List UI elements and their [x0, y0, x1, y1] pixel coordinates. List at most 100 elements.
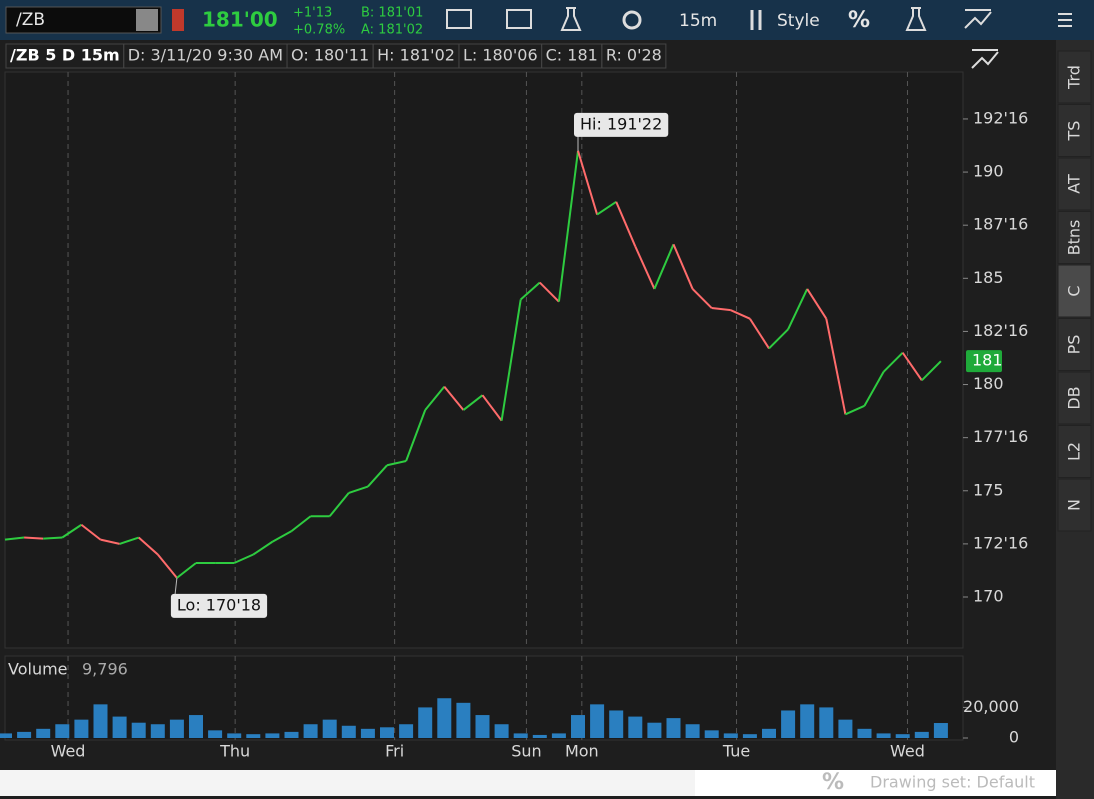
price-segment [61, 523, 82, 539]
price-segment [672, 243, 694, 290]
price-segment [882, 351, 904, 373]
volume-bar [475, 715, 490, 738]
interval[interactable]: 15m [679, 11, 717, 31]
side-tab[interactable] [1057, 425, 1092, 478]
price-segment [290, 515, 312, 532]
info-item: L: 180'06 [463, 46, 538, 65]
price-segment [825, 318, 847, 415]
volume-bar [112, 716, 127, 738]
side-tab[interactable] [1057, 478, 1092, 532]
price-segment [863, 371, 885, 407]
price-segment [348, 485, 369, 494]
symbol-box[interactable] [5, 6, 162, 34]
volume-bar [895, 734, 910, 738]
volume-bar [169, 719, 184, 738]
annotation-box [574, 112, 669, 137]
price-segment [481, 394, 503, 422]
volume-bar [227, 733, 242, 738]
volume-bar [399, 724, 414, 738]
price-segment [138, 536, 159, 556]
info-icon[interactable] [506, 9, 532, 29]
side-tab-label: N [1065, 499, 1084, 511]
style-button[interactable]: Style [777, 11, 820, 31]
price-segment [100, 538, 120, 545]
y-tick-label: 175 [973, 480, 1004, 499]
price-segment [806, 288, 828, 320]
x-tick-label: Tue [722, 742, 750, 761]
price-segment [424, 386, 446, 411]
price-segment [119, 536, 140, 545]
share-icon[interactable] [446, 9, 472, 29]
side-tab[interactable] [1057, 318, 1092, 371]
info-item: H: 181'02 [377, 46, 455, 65]
volume-bar [742, 734, 757, 738]
volume-bar [685, 724, 700, 738]
study-icon[interactable] [560, 7, 582, 31]
price-segment [443, 386, 465, 411]
style-icon [750, 10, 762, 30]
price-segment [921, 360, 942, 381]
dropdown[interactable] [136, 9, 158, 31]
info-item: /ZB 5 D 15m [10, 46, 120, 65]
drawing-toggle[interactable] [971, 49, 999, 69]
side-tab[interactable] [1057, 104, 1092, 157]
symbol: /ZB [16, 10, 45, 30]
side-tab[interactable] [1057, 157, 1092, 211]
price-segment [328, 492, 350, 517]
y-tick-label: 182'16 [973, 321, 1028, 340]
y-tick-label: 180 [973, 374, 1004, 393]
price-segment [844, 404, 865, 416]
volume-bar [360, 728, 375, 738]
drawing-set[interactable]: Drawing set: Default [870, 773, 1035, 792]
side-tab[interactable] [1057, 264, 1092, 318]
scroll-track[interactable] [0, 770, 695, 796]
price-segment [577, 150, 599, 215]
percent-tool[interactable]: % [822, 770, 844, 795]
volume-last: 9,796 [82, 660, 128, 679]
change: +1'13 [293, 6, 332, 21]
volume-bar [0, 733, 12, 738]
volume-bar [914, 731, 929, 738]
price-segment [787, 288, 809, 330]
price-segment [901, 352, 923, 381]
y-tick-label: 192'16 [973, 108, 1028, 127]
volume-bar [762, 728, 776, 738]
volume-bar [590, 704, 605, 738]
volume-bar [876, 733, 891, 738]
volume-bar [532, 734, 547, 738]
volume-bar [838, 719, 853, 738]
vol-tick-label: 0 [1009, 728, 1019, 747]
drawing-icon[interactable] [964, 9, 992, 29]
change-pct: +0.78% [293, 23, 345, 38]
side-tab-label: L2 [1065, 442, 1084, 461]
info-item: R: 0'28 [606, 46, 662, 65]
vol-tick-label: 20,000 [963, 697, 1019, 716]
y-tick-label: 177'16 [973, 427, 1028, 446]
menu-icon[interactable] [1058, 13, 1072, 27]
price-segment [24, 536, 44, 540]
price-segment [43, 536, 63, 540]
volume-bar [341, 725, 356, 738]
volume-bar [265, 733, 280, 738]
ask: A: 181'02 [361, 23, 423, 38]
study-icon-2[interactable] [905, 7, 927, 31]
price-segment [711, 307, 731, 312]
volume-bar [781, 710, 796, 738]
info-item: O: 180'11 [291, 46, 369, 65]
annotation-pointer [174, 577, 178, 596]
volume-bar [55, 724, 70, 738]
volume-bar [723, 733, 738, 738]
price-segment [367, 464, 388, 488]
percent-button[interactable]: % [848, 8, 870, 33]
settings-icon[interactable] [622, 10, 642, 30]
side-tab[interactable] [1057, 211, 1092, 264]
side-tab-label: DB [1065, 386, 1084, 409]
volume-bar [131, 722, 146, 738]
volume-bar [150, 724, 165, 738]
y-tick-label: 172'16 [973, 533, 1028, 552]
side-tab[interactable] [1057, 371, 1092, 425]
side-tab[interactable] [1057, 50, 1092, 104]
alert-badge[interactable] [172, 9, 184, 31]
info-item: C: 181 [546, 46, 598, 65]
price-segment [730, 309, 751, 320]
